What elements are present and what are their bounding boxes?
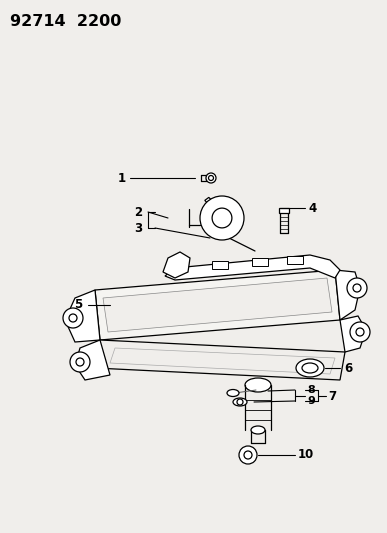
Circle shape [70, 352, 90, 372]
Polygon shape [287, 256, 303, 264]
Ellipse shape [227, 390, 239, 397]
Circle shape [69, 314, 77, 322]
Circle shape [212, 208, 232, 228]
Ellipse shape [302, 363, 318, 373]
Ellipse shape [245, 378, 271, 392]
Polygon shape [110, 348, 335, 374]
Ellipse shape [251, 426, 265, 434]
Ellipse shape [233, 398, 247, 406]
Text: 7: 7 [328, 390, 336, 402]
Text: 10: 10 [298, 448, 314, 462]
Text: 4: 4 [308, 201, 316, 214]
Circle shape [347, 278, 367, 298]
Circle shape [244, 451, 252, 459]
Circle shape [237, 399, 243, 405]
Text: 3: 3 [134, 222, 142, 235]
Text: 9: 9 [307, 396, 315, 406]
Polygon shape [103, 278, 332, 332]
Circle shape [239, 446, 257, 464]
Polygon shape [205, 197, 214, 205]
Polygon shape [279, 208, 289, 213]
Circle shape [76, 358, 84, 366]
Circle shape [63, 308, 83, 328]
Circle shape [209, 175, 214, 181]
Text: 2: 2 [134, 206, 142, 219]
Polygon shape [95, 340, 345, 380]
Circle shape [350, 322, 370, 342]
Polygon shape [95, 270, 340, 340]
Polygon shape [252, 258, 268, 266]
Text: 5: 5 [74, 298, 82, 311]
Circle shape [353, 284, 361, 292]
Text: 1: 1 [118, 172, 126, 184]
Circle shape [200, 196, 244, 240]
Polygon shape [163, 252, 190, 278]
Text: 92714  2200: 92714 2200 [10, 14, 122, 29]
Polygon shape [75, 340, 110, 380]
Text: 8: 8 [307, 385, 315, 395]
Polygon shape [340, 316, 366, 352]
Circle shape [206, 173, 216, 183]
Text: 6: 6 [344, 361, 352, 375]
Circle shape [356, 328, 364, 336]
Ellipse shape [296, 359, 324, 377]
Polygon shape [335, 270, 360, 320]
Polygon shape [165, 255, 340, 280]
Polygon shape [212, 261, 228, 269]
Polygon shape [65, 290, 100, 342]
